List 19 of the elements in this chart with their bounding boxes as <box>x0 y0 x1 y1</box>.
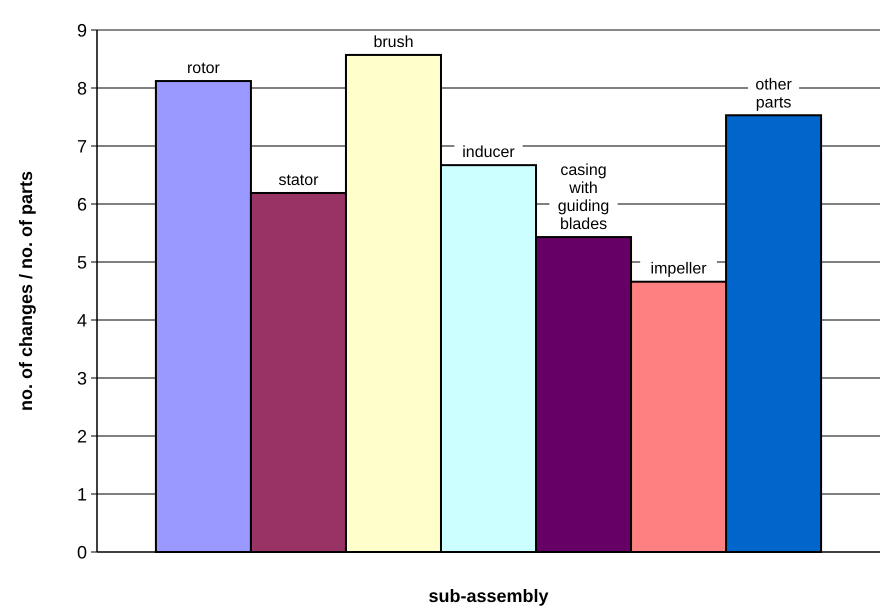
x-tick-label: stator <box>278 172 320 189</box>
y-tick-label: 7 <box>76 136 87 156</box>
x-tick-label: impeller <box>650 260 708 278</box>
y-tick-label: 2 <box>76 426 87 446</box>
y-tick-label: 9 <box>76 20 87 40</box>
y-axis-title: no. of changes / no. of parts <box>16 170 36 412</box>
x-tick-label: brush <box>373 34 414 51</box>
y-tick-label: 3 <box>76 368 87 388</box>
y-tick-label: 0 <box>76 542 87 562</box>
x-tick-label: other parts <box>755 76 792 112</box>
x-tick-label: rotor <box>186 60 221 78</box>
y-tick-label: 1 <box>76 484 87 504</box>
y-tick-label: 6 <box>76 194 87 214</box>
y-tick-label: 5 <box>76 252 87 272</box>
x-axis-title: sub-assembly <box>428 586 549 606</box>
x-tick-label: casing with guiding blades <box>558 162 610 234</box>
x-tick-label: inducer <box>462 144 516 162</box>
y-tick-label: 8 <box>76 78 87 98</box>
y-tick-label: 4 <box>76 310 87 330</box>
